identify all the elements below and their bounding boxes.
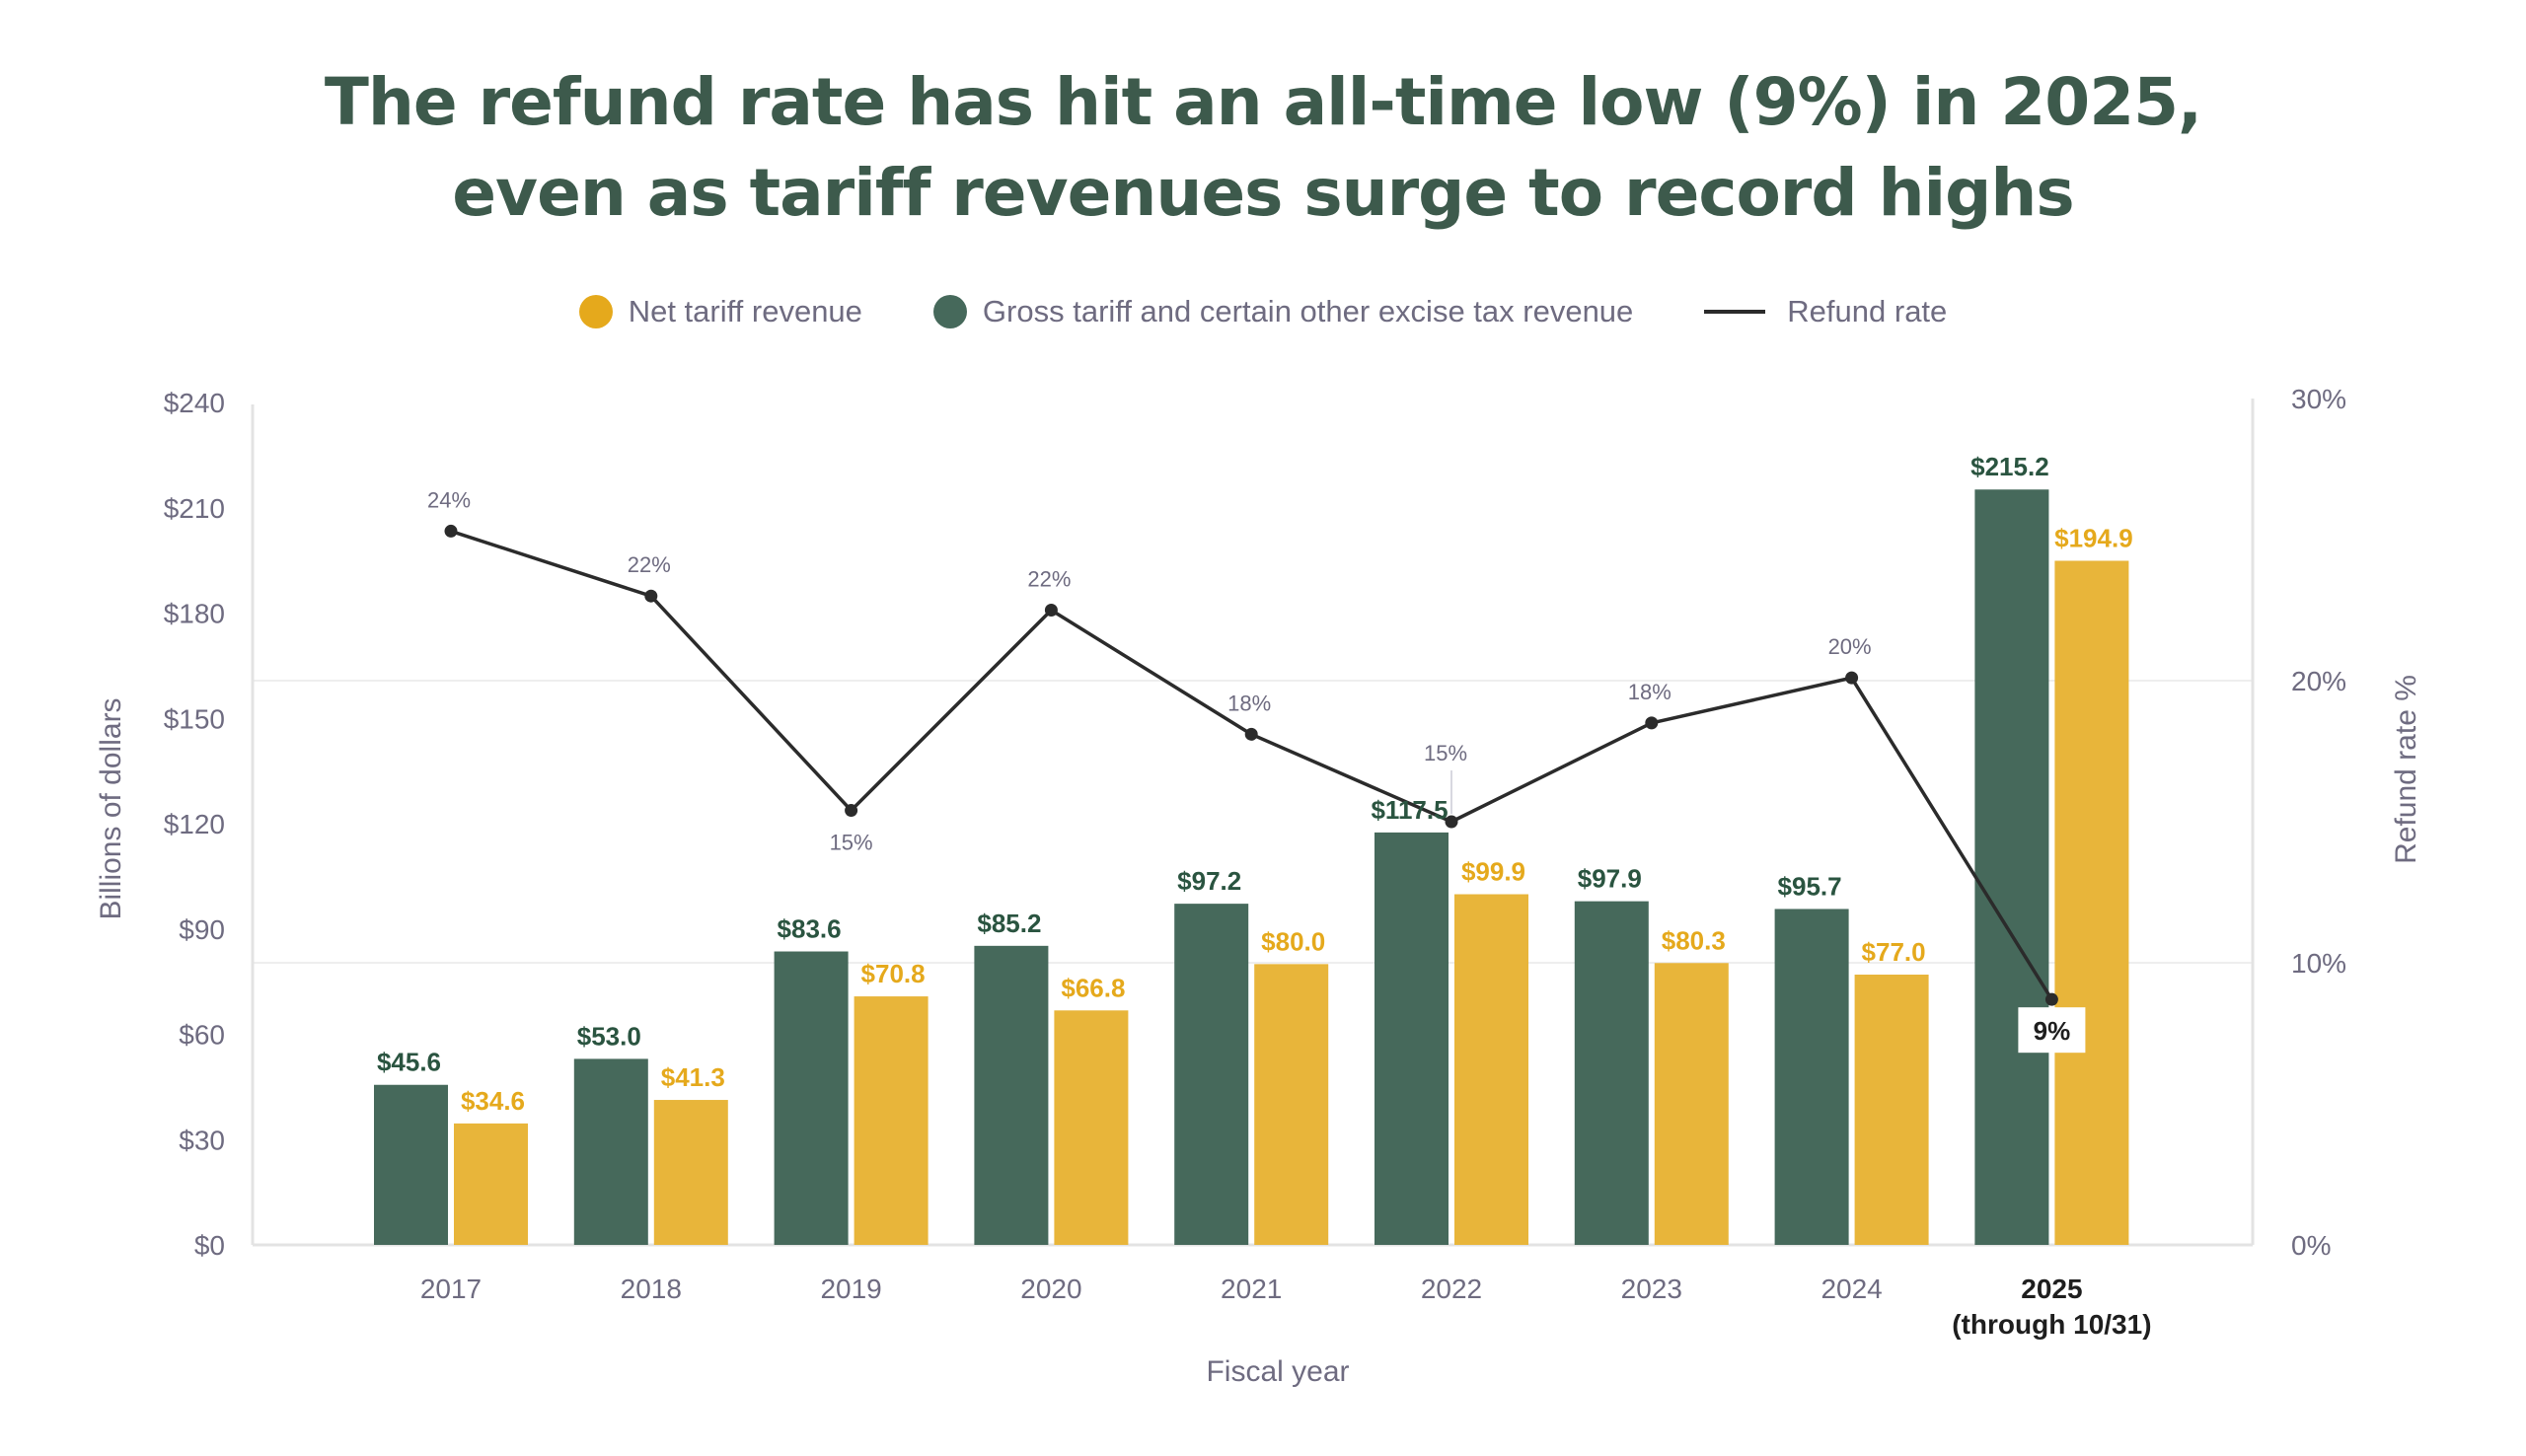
bar-gross	[974, 945, 1049, 1245]
bar-gross	[573, 1058, 648, 1245]
data-label-net: $66.8	[1061, 973, 1125, 1002]
y2-tick-label: 30%	[2291, 384, 2346, 414]
data-label-gross: $83.6	[778, 914, 842, 944]
legend-gross-label: Gross tariff and certain other excise ta…	[982, 294, 1634, 328]
legend-net-swatch-icon	[578, 295, 613, 328]
data-label-gross: $45.6	[377, 1048, 441, 1077]
legend-item-net: Net tariff revenue	[578, 294, 862, 329]
y2-tick-label: 20%	[2291, 666, 2346, 696]
refund-rate-point	[444, 524, 458, 538]
data-label-net: $77.0	[1862, 937, 1926, 967]
legend-net-label: Net tariff revenue	[628, 294, 862, 328]
bar-net	[1854, 975, 1929, 1245]
refund-rate-line	[444, 524, 2058, 1006]
refund-rate-point	[1445, 815, 1458, 829]
data-label-net: $34.6	[461, 1086, 525, 1116]
x-tick-label: 2017	[420, 1274, 482, 1304]
x-tick-label: 2023	[1621, 1274, 1682, 1304]
bar-gross	[1374, 832, 1449, 1245]
labels: $45.6 $34.6 $53.0 $41.3 $83.6 $70.8 $85.2 $66.8…	[377, 452, 2133, 1116]
data-label-gross: $97.9	[1578, 864, 1642, 894]
legend-refund-label: Refund rate	[1787, 294, 1948, 328]
refund-rate-label: 22%	[1027, 567, 1071, 592]
y-tick-label: $240	[164, 388, 225, 418]
data-label-net: $70.8	[861, 959, 926, 988]
bar-net	[1254, 964, 1329, 1245]
chart-title-line-1: The refund rate has hit an all-time low …	[324, 64, 2202, 140]
refund-rate-point	[644, 589, 658, 603]
data-label-gross: $117.5	[1371, 795, 1448, 825]
y-tick-label: $120	[164, 809, 225, 839]
x-tick-label: 2018	[621, 1274, 682, 1304]
bar-net	[2054, 560, 2129, 1245]
y-tick-label: $150	[164, 703, 225, 734]
refund-rate-label: 20%	[1828, 634, 1872, 659]
y-axis-title: Billions of dollars	[95, 697, 127, 919]
refund-rate-label: 18%	[1227, 691, 1271, 715]
y-tick-label: $180	[164, 599, 225, 629]
bar-net	[653, 1100, 728, 1245]
data-label-gross: $215.2	[1970, 452, 2049, 481]
bars	[374, 489, 2129, 1245]
y-tick-label: $210	[164, 493, 225, 524]
refund-rate-point	[2044, 992, 2058, 1006]
data-label-net: $80.0	[1261, 926, 1325, 956]
legend-item-refund-rate: Refund rate	[1704, 294, 1947, 329]
x-tick-label: 2019	[820, 1274, 881, 1304]
x-tick-label: 2020	[1020, 1274, 1081, 1304]
y-tick-label: $30	[179, 1125, 225, 1155]
data-label-gross: $85.2	[977, 909, 1041, 938]
refund-rate-label: 22%	[628, 552, 671, 577]
y2-axis-title: Refund rate %	[2390, 675, 2422, 864]
refund-rate-label: 18%	[1628, 680, 1672, 704]
data-label-gross: $97.2	[1177, 866, 1241, 896]
data-label-net: $194.9	[2054, 523, 2133, 552]
bar-net	[454, 1123, 528, 1245]
x-tick-label: 2022	[1421, 1274, 1482, 1304]
y2-tick-label: 0%	[2291, 1230, 2331, 1261]
bar-net	[854, 996, 929, 1245]
chart-title-line-2: even as tariff revenues surge to record …	[452, 155, 2074, 231]
data-label-net: $80.3	[1662, 925, 1726, 955]
bar-gross	[1574, 901, 1649, 1245]
bar-gross	[1974, 489, 2049, 1245]
data-label-net: $41.3	[661, 1062, 725, 1092]
x-tick-sublabel: (through 10/31)	[1952, 1309, 2151, 1340]
bar-gross	[374, 1084, 448, 1245]
bar-gross	[1174, 904, 1249, 1245]
bar-gross	[774, 951, 849, 1245]
refund-rate-point	[1845, 671, 1859, 685]
x-tick-label: 2024	[1820, 1274, 1882, 1304]
data-label-net: $99.9	[1461, 857, 1525, 887]
bar-net	[1654, 963, 1729, 1245]
data-label-gross: $53.0	[577, 1021, 641, 1051]
legend-gross-swatch-icon	[932, 295, 967, 328]
bar-net	[1454, 894, 1528, 1245]
refund-rate-point	[1044, 604, 1058, 617]
refund-rate-point	[845, 804, 858, 818]
legend: Net tariff revenue Gross tariff and cert…	[0, 294, 2526, 329]
legend-item-gross: Gross tariff and certain other excise ta…	[932, 294, 1634, 329]
refund-rate-point	[1244, 727, 1258, 741]
refund-rate-point	[1645, 716, 1659, 730]
refund-rate-label: 15%	[1424, 741, 1467, 765]
y-tick-label: $90	[179, 914, 225, 945]
data-label-gross: $95.7	[1778, 871, 1842, 901]
refund-rate-label: 24%	[427, 487, 471, 512]
refund-rate-callout-label: 9%	[2034, 1016, 2071, 1046]
x-tick-label: 2021	[1221, 1274, 1282, 1304]
refund-rate-callout-box	[2018, 1007, 2086, 1054]
x-axis-title: Fiscal year	[1206, 1355, 1349, 1388]
y-tick-label: $0	[194, 1230, 225, 1261]
refund-rate-label: 15%	[830, 831, 873, 855]
gridlines	[253, 680, 2253, 964]
legend-line-swatch-icon	[1704, 310, 1766, 314]
bar-net	[1054, 1010, 1129, 1245]
y2-tick-label: 10%	[2291, 948, 2346, 979]
bar-gross	[1774, 909, 1849, 1245]
y-tick-label: $60	[179, 1020, 225, 1051]
chart-title: The refund rate has hit an all-time low …	[0, 57, 2526, 239]
x-tick-label: 2025	[2021, 1274, 2082, 1304]
